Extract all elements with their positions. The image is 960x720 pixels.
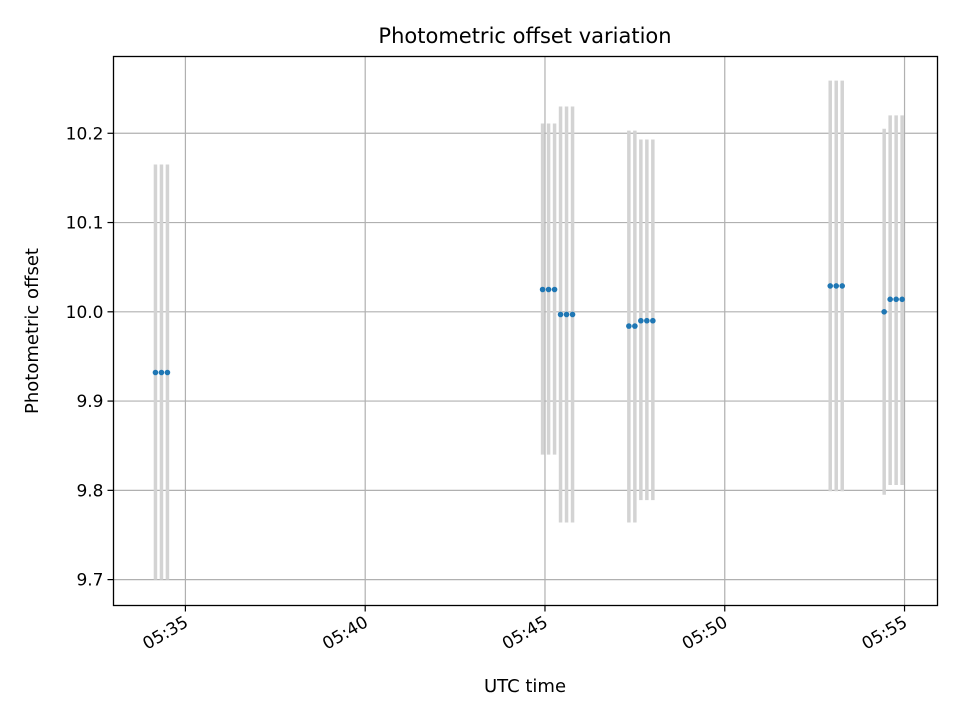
data-point bbox=[164, 369, 171, 376]
x-tick-label: 05:45 bbox=[499, 613, 551, 655]
data-point bbox=[650, 317, 656, 324]
y-tick-label: 10.2 bbox=[66, 124, 104, 144]
data-point bbox=[539, 286, 546, 293]
data-point bbox=[632, 323, 638, 329]
data-point bbox=[626, 323, 632, 329]
y-axis-ticks: 9.7 9.8 9.9 10.0 10.1 10.2 bbox=[66, 124, 114, 591]
data-point bbox=[899, 296, 905, 303]
data-point bbox=[839, 283, 846, 289]
data-point bbox=[152, 369, 159, 376]
chart-title: Photometric offset variation bbox=[378, 24, 671, 48]
data-point bbox=[158, 369, 165, 376]
data-point bbox=[557, 311, 564, 318]
y-tick-label: 10.1 bbox=[66, 214, 104, 234]
x-tick-label: 05:50 bbox=[679, 613, 731, 655]
grid bbox=[113, 56, 938, 606]
data-point bbox=[887, 296, 893, 303]
x-axis-ticks: 05:35 05:40 05:45 05:50 05:55 bbox=[139, 605, 911, 655]
data-point bbox=[893, 296, 899, 303]
x-tick-label: 05:40 bbox=[319, 613, 371, 655]
data-point bbox=[833, 283, 840, 289]
data-points bbox=[152, 283, 905, 376]
x-axis-label: UTC time bbox=[484, 676, 566, 697]
data-point bbox=[545, 286, 552, 293]
error-bars bbox=[153, 80, 904, 580]
x-tick-label: 05:35 bbox=[139, 613, 191, 655]
data-point bbox=[827, 283, 834, 289]
data-point bbox=[881, 309, 887, 315]
data-point bbox=[563, 311, 570, 318]
plot-frame bbox=[112, 55, 939, 607]
x-tick-label: 05:55 bbox=[859, 613, 911, 655]
data-point bbox=[569, 311, 576, 318]
data-point bbox=[638, 317, 644, 324]
y-tick-label: 9.8 bbox=[76, 481, 103, 501]
data-point bbox=[551, 286, 558, 293]
y-axis-label: Photometric offset bbox=[22, 248, 43, 414]
y-tick-label: 9.9 bbox=[76, 392, 103, 412]
y-tick-label: 10.0 bbox=[66, 303, 104, 323]
y-tick-label: 9.7 bbox=[76, 571, 103, 591]
data-point bbox=[644, 317, 650, 324]
